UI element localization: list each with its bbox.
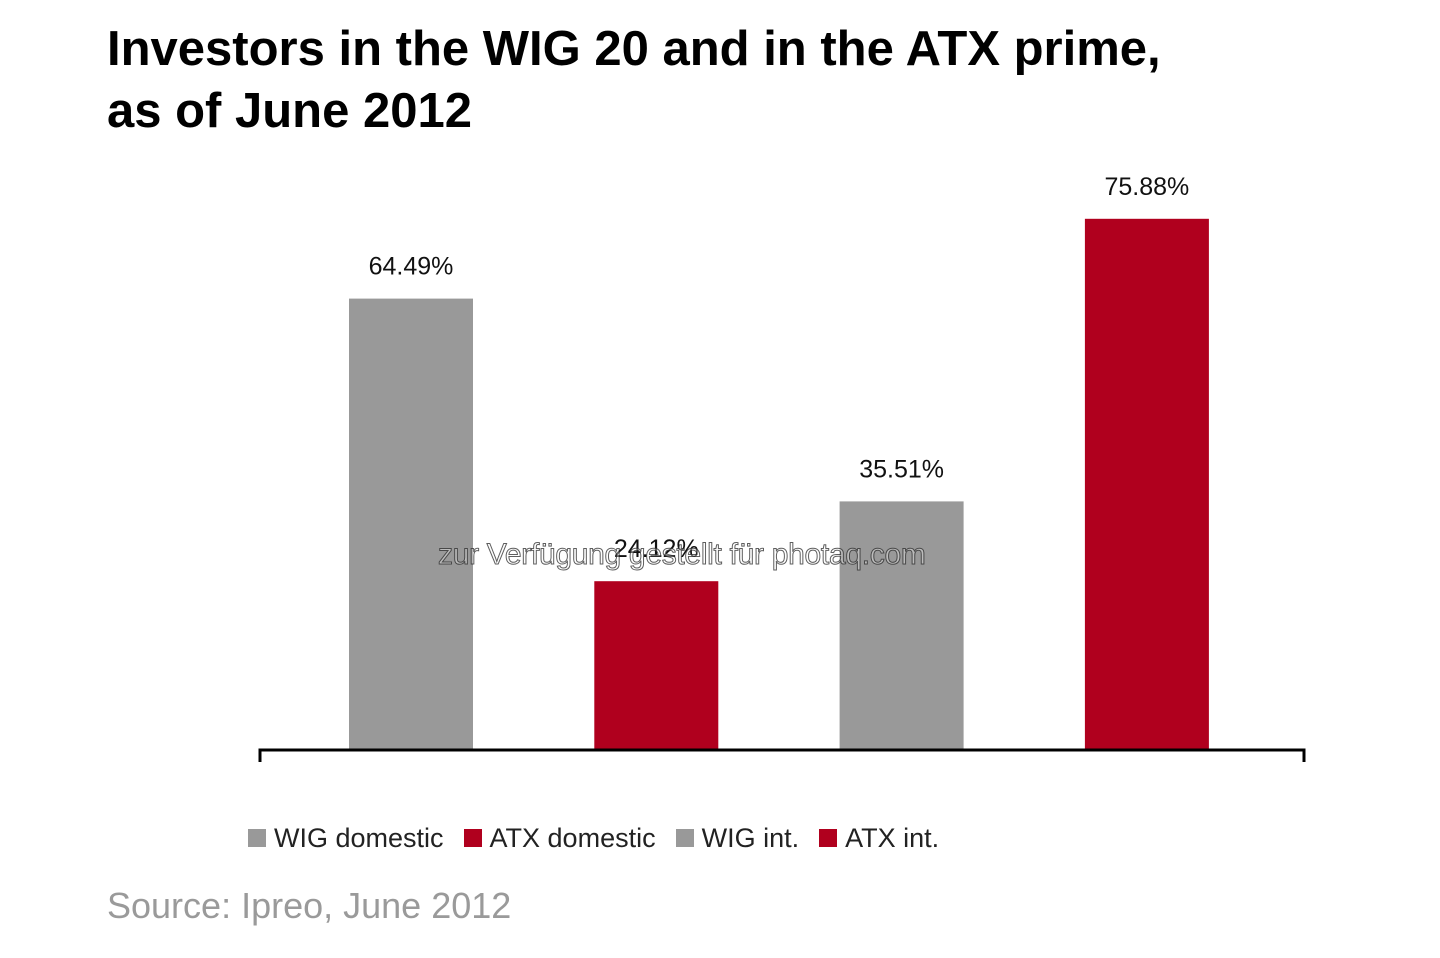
legend-swatch	[248, 829, 266, 847]
bar-atx-domestic	[594, 581, 719, 750]
source-note: Source: Ipreo, June 2012	[107, 885, 512, 926]
x-axis	[258, 748, 1306, 762]
legend-item-atx-int: ATX int.	[819, 823, 939, 854]
data-label: 24.12%	[614, 535, 699, 563]
legend: WIG domestic ATX domestic WIG int. ATX i…	[248, 820, 959, 856]
legend-item-wig-domestic: WIG domestic	[248, 823, 444, 854]
legend-swatch	[819, 829, 838, 847]
data-label: 75.88%	[1105, 173, 1190, 201]
legend-item-wig-int: WIG int.	[675, 822, 800, 854]
legend-label: ATX int.	[845, 822, 940, 853]
value-labels-layer: 64.49% 24.12% 35.51% 75.88%	[369, 173, 1190, 563]
bar-atx-int	[1084, 218, 1209, 751]
legend-swatch	[675, 829, 694, 847]
bar-wig-int	[839, 501, 964, 750]
legend-label: WIG domestic	[274, 822, 444, 853]
legend-label: WIG int.	[701, 822, 800, 853]
data-label: 35.51%	[859, 455, 944, 483]
legend-label: ATX domestic	[489, 822, 656, 853]
legend-item-atx-domestic: ATX domestic	[463, 822, 656, 854]
data-label: 64.49%	[369, 253, 454, 281]
legend-swatch	[463, 829, 482, 847]
x-axis-line	[258, 748, 1306, 762]
bar-wig-domestic	[349, 298, 473, 750]
chart-title: Investors in the WIG 20 and in the ATX p…	[107, 22, 1161, 138]
bars-layer	[349, 218, 1209, 751]
watermark-text: zur Verfügung gestellt für photaq.com	[438, 538, 927, 572]
